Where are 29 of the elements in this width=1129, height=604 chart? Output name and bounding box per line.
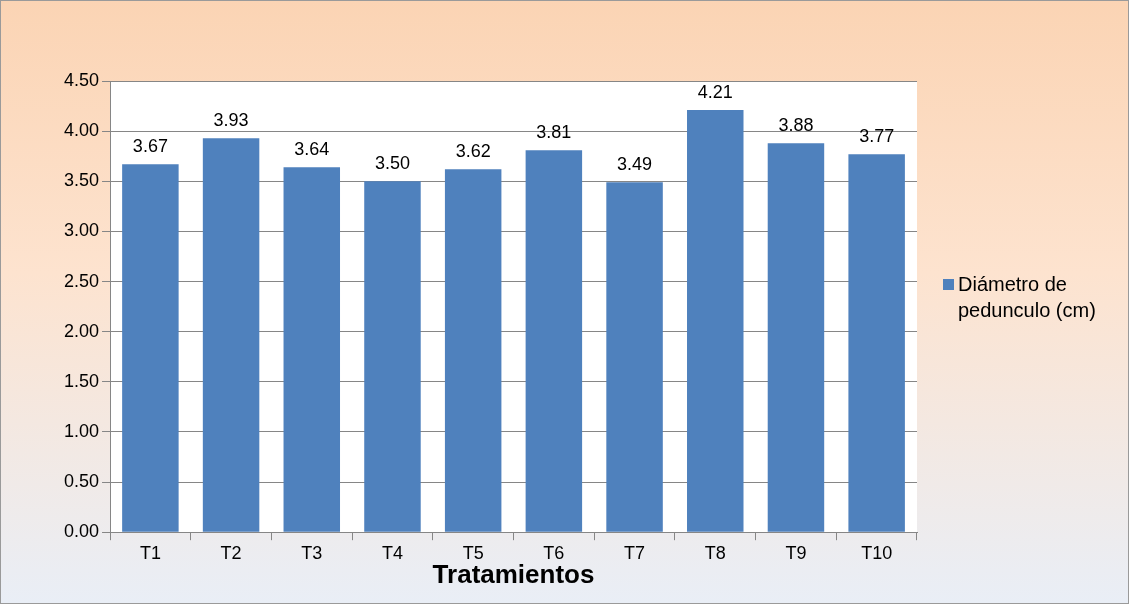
- x-tick-label: T7: [624, 542, 646, 563]
- x-tick-label: T3: [301, 542, 323, 563]
- x-tick-label: T2: [220, 542, 242, 563]
- y-tick-label: 3.00: [63, 220, 100, 241]
- data-label: 3.88: [778, 115, 814, 136]
- x-tick-label: T4: [381, 542, 403, 563]
- data-label: 3.50: [374, 153, 410, 174]
- y-tick-label: 2.50: [63, 270, 100, 291]
- y-tick-label: 1.00: [63, 420, 100, 441]
- y-tick-label: 3.50: [63, 170, 100, 191]
- data-label: 3.81: [536, 122, 572, 143]
- x-tick-label: T10: [861, 542, 893, 563]
- y-tick-label: 1.50: [63, 370, 100, 391]
- x-tick-label: T8: [704, 542, 726, 563]
- legend-label: Diámetro de pedunculo (cm): [958, 272, 1097, 323]
- data-label: 4.21: [697, 82, 733, 103]
- y-tick-label: 0.00: [63, 521, 100, 542]
- y-tick-label: 4.00: [63, 120, 100, 141]
- y-tick-label: 0.50: [63, 471, 100, 492]
- data-label: 3.64: [294, 139, 330, 160]
- data-label: 3.93: [213, 110, 249, 131]
- x-tick-label: T1: [139, 542, 161, 563]
- y-tick-label: 4.50: [63, 69, 100, 90]
- y-tick-label: 2.00: [63, 320, 100, 341]
- data-label: 3.62: [455, 141, 491, 162]
- data-label: 3.49: [617, 154, 653, 175]
- data-label: 3.67: [132, 136, 168, 157]
- x-tick-label: T9: [785, 542, 807, 563]
- data-label: 3.77: [859, 126, 895, 147]
